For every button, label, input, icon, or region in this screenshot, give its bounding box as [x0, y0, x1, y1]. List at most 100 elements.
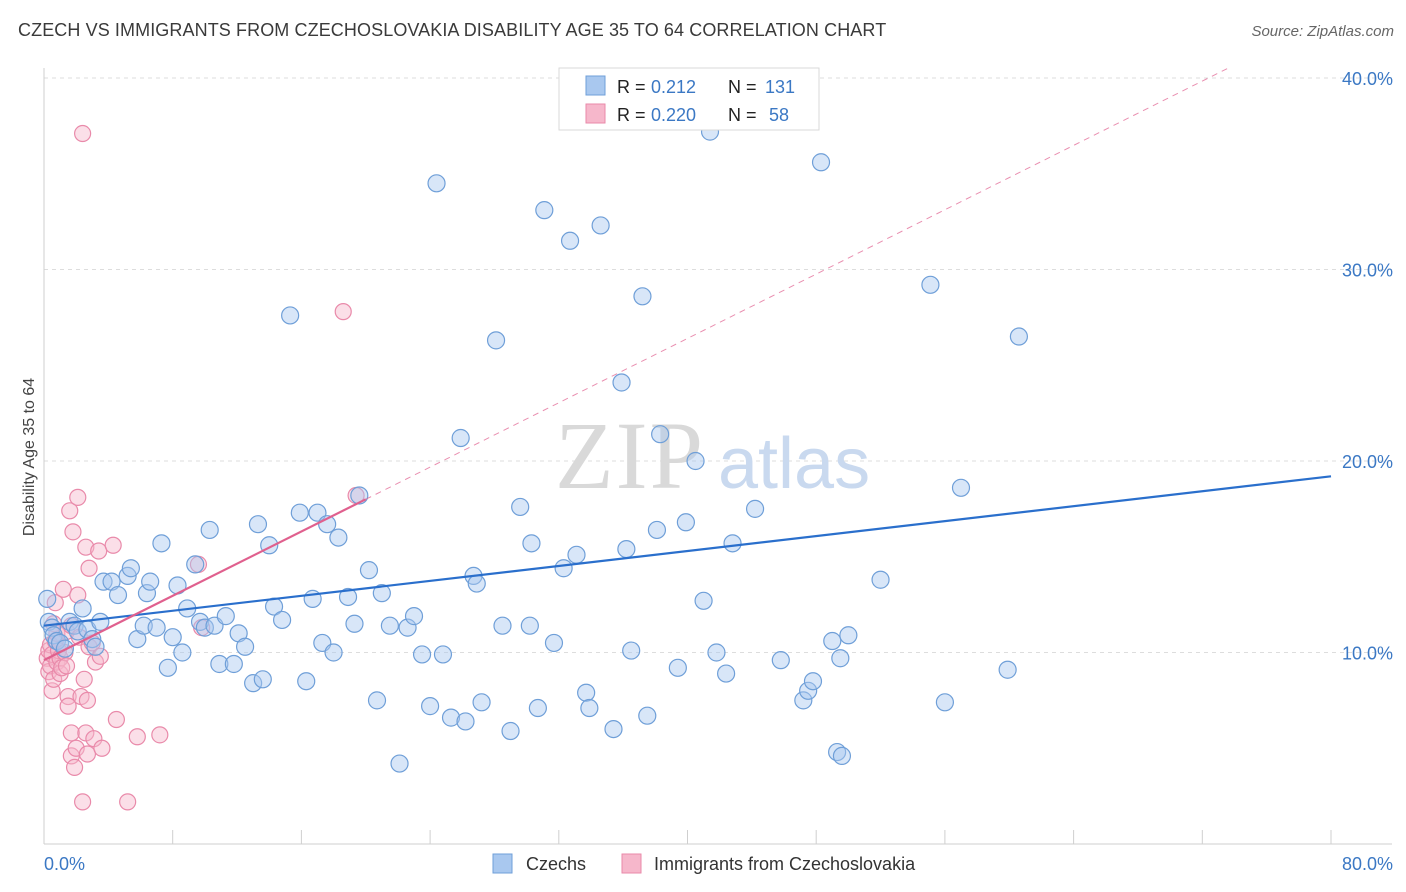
point-immigrants — [107, 710, 125, 729]
point-czechs — [173, 643, 192, 662]
point-czechs — [38, 589, 57, 608]
stats-r-value-czechs: 0.212 — [651, 77, 696, 97]
point-immigrants — [62, 724, 80, 742]
point-czechs — [137, 584, 157, 603]
point-czechs — [141, 572, 160, 591]
point-czechs — [871, 570, 890, 589]
trendline-immigrants — [43, 498, 367, 662]
point-czechs — [935, 693, 955, 712]
stats-r-label-immigrants: R = — [617, 105, 646, 125]
point-czechs — [324, 643, 343, 662]
stats-n-label-czechs: N = — [728, 77, 757, 97]
point-czechs — [707, 643, 726, 662]
point-czechs — [668, 658, 687, 677]
y-tick-label: 10.0% — [1342, 644, 1393, 664]
point-czechs — [771, 651, 790, 670]
y-tick-label: 20.0% — [1342, 452, 1393, 472]
point-czechs — [951, 478, 971, 497]
point-czechs — [451, 428, 470, 448]
point-czechs — [528, 698, 547, 718]
point-czechs — [186, 555, 205, 574]
point-czechs — [676, 513, 695, 532]
point-immigrants — [119, 793, 137, 811]
point-czechs — [839, 626, 858, 645]
point-czechs — [380, 616, 399, 635]
point-czechs — [567, 545, 586, 564]
gridlines — [44, 77, 1392, 653]
stats-legend: R = 0.212 N = 131 R = 0.220 N = 58 — [558, 67, 820, 131]
point-czechs — [717, 664, 736, 683]
point-czechs — [622, 641, 641, 660]
point-czechs — [522, 534, 541, 553]
point-czechs — [560, 231, 580, 250]
point-czechs — [421, 697, 440, 716]
point-czechs — [794, 691, 813, 710]
point-czechs — [633, 287, 652, 306]
point-immigrants — [151, 726, 169, 744]
point-czechs — [272, 610, 292, 630]
point-czechs — [723, 534, 742, 553]
point-immigrants — [74, 793, 92, 811]
point-czechs — [244, 674, 263, 693]
point-immigrants — [93, 739, 111, 757]
point-czechs — [235, 637, 255, 656]
stats-n-value-immigrants: 58 — [769, 105, 789, 125]
point-czechs — [686, 451, 705, 471]
point-czechs — [554, 559, 573, 578]
point-immigrants — [59, 687, 77, 706]
point-czechs — [253, 670, 272, 689]
point-czechs — [190, 612, 210, 631]
point-czechs — [638, 706, 657, 725]
x-tick-label: 0.0% — [44, 854, 85, 874]
point-czechs — [152, 534, 171, 553]
point-czechs — [367, 691, 387, 710]
point-czechs — [121, 559, 140, 578]
point-czechs — [427, 174, 446, 193]
point-czechs — [372, 584, 391, 603]
point-immigrants — [69, 488, 87, 506]
point-czechs — [359, 561, 379, 580]
source-credit: Source: ZipAtlas.com — [1251, 23, 1394, 40]
point-czechs — [467, 574, 486, 593]
stats-r-label-czechs: R = — [617, 77, 646, 97]
bottom-legend: Czechs Immigrants from Czechoslovakia — [492, 853, 916, 874]
point-czechs — [390, 754, 409, 773]
y-tick-label: 30.0% — [1342, 261, 1393, 281]
point-czechs — [651, 425, 670, 444]
point-czechs — [73, 599, 92, 618]
point-czechs — [412, 645, 432, 664]
point-czechs — [248, 515, 268, 534]
stats-swatch-immigrants — [585, 103, 606, 124]
point-czechs — [86, 637, 105, 656]
legend-label-czechs: Czechs — [526, 854, 586, 874]
point-czechs — [486, 331, 506, 350]
point-immigrants — [59, 697, 77, 715]
point-immigrants — [74, 124, 92, 143]
stats-n-value-czechs: 131 — [765, 77, 795, 97]
point-czechs — [580, 698, 599, 718]
tick-labels: 10.0% 20.0% 30.0% 40.0% 0.0% 80.0% — [44, 69, 1393, 874]
point-czechs — [493, 616, 512, 635]
point-immigrants — [57, 657, 76, 675]
point-immigrants — [128, 728, 146, 746]
point-czechs — [345, 614, 364, 633]
point-immigrants — [65, 758, 84, 777]
y-tick-label: 40.0% — [1342, 69, 1393, 89]
point-czechs — [163, 628, 182, 647]
point-czechs — [694, 591, 713, 610]
point-czechs — [501, 721, 520, 741]
point-czechs — [224, 654, 243, 674]
point-czechs — [612, 373, 631, 392]
stats-n-label-immigrants: N = — [728, 105, 757, 125]
point-czechs — [823, 631, 842, 651]
point-czechs — [998, 660, 1017, 679]
x-tick-label: 80.0% — [1342, 854, 1393, 874]
point-czechs — [617, 539, 636, 559]
point-czechs — [472, 693, 491, 712]
point-immigrants — [80, 559, 98, 577]
point-czechs — [108, 585, 128, 605]
watermark-atlas: atlas — [718, 424, 870, 504]
stats-swatch-czechs — [585, 75, 606, 96]
point-czechs — [511, 497, 530, 517]
